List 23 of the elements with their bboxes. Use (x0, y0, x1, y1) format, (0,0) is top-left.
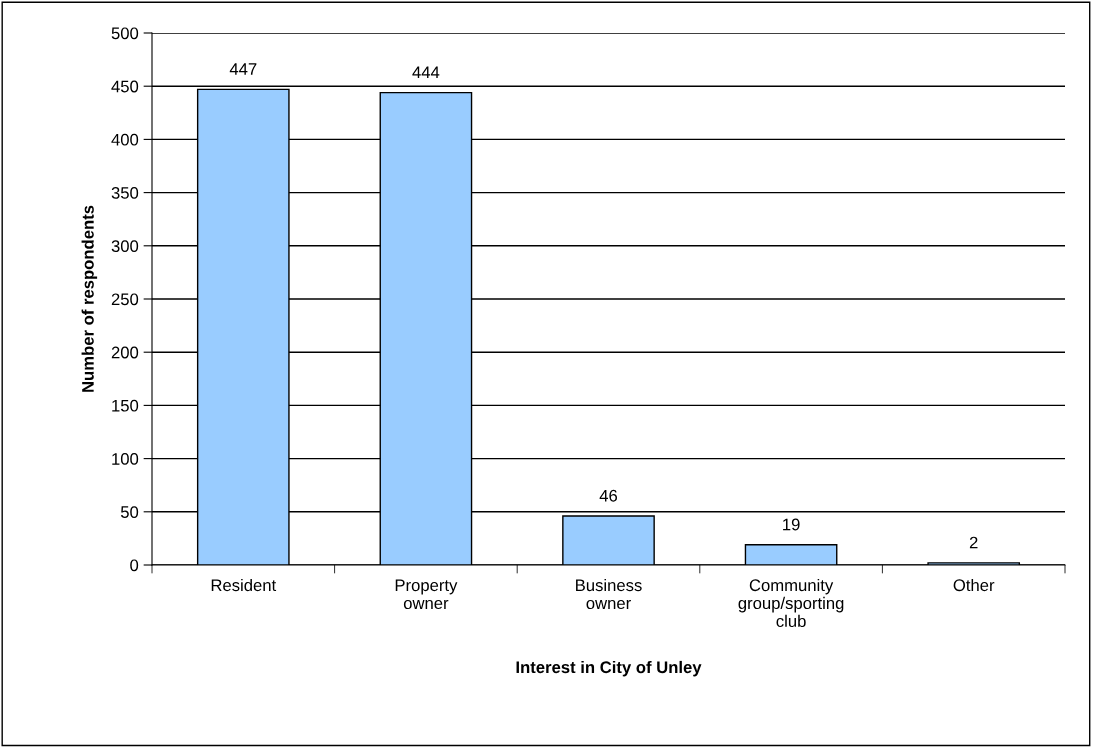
x-tick-label: Other (953, 578, 995, 592)
x-tick-label: Property owner (395, 579, 458, 610)
data-label: 2 (969, 536, 978, 549)
y-tick-label: 300 (111, 240, 139, 252)
y-tick-label: 150 (112, 399, 139, 412)
data-label: 444 (412, 66, 440, 79)
data-label: 46 (599, 489, 618, 502)
x-tick-label: Business owner (576, 578, 642, 610)
y-tick-label: 450 (111, 80, 139, 93)
y-tick-label: 250 (111, 293, 139, 306)
y-tick-label: 100 (112, 453, 139, 465)
data-label: 19 (783, 518, 800, 531)
x-axis-title: Interest in City of Unley (516, 660, 702, 677)
y-tick-label: 500 (111, 27, 139, 40)
x-tick-label: Community group/sporting club (738, 578, 844, 628)
data-label: 447 (229, 63, 257, 75)
y-tick-label: 0 (130, 559, 139, 572)
y-tick-label: 400 (111, 133, 139, 146)
y-axis-title: Number of respondents (81, 205, 98, 392)
y-tick-label: 200 (111, 346, 139, 359)
y-tick-label: 50 (120, 506, 139, 518)
x-tick-label: Resident (211, 578, 277, 592)
y-tick-label: 350 (111, 187, 139, 199)
